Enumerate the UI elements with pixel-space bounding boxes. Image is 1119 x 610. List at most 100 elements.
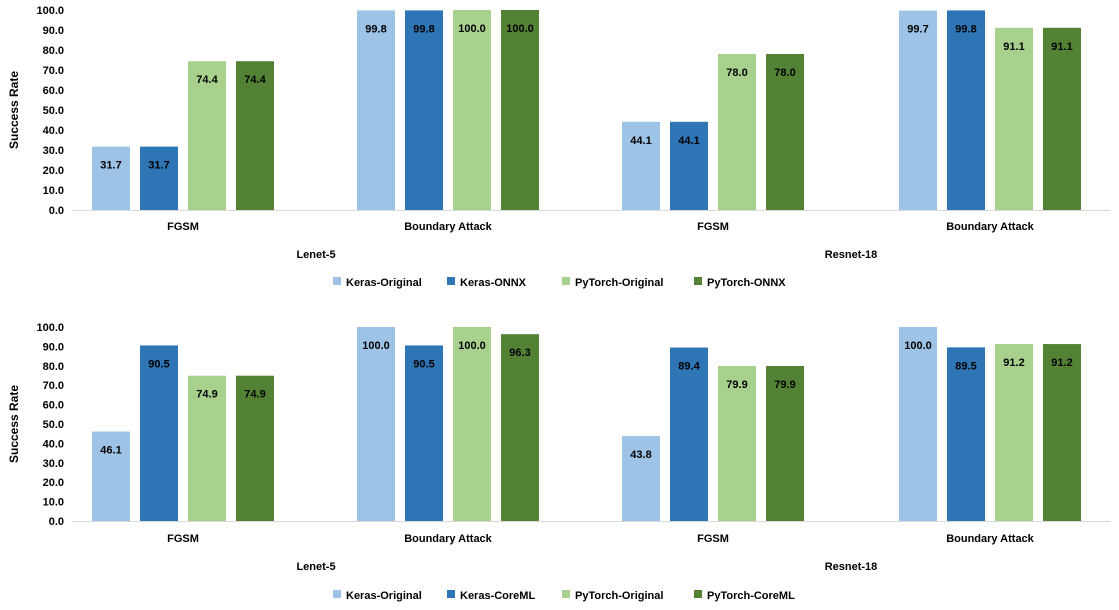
data-label: 99.7	[907, 24, 928, 36]
model-label: Resnet-18	[825, 249, 878, 261]
legend-swatch	[562, 590, 570, 598]
data-label: 99.8	[955, 23, 976, 35]
legend-swatch	[694, 590, 702, 598]
bar	[995, 27, 1033, 210]
model-label: Lenet-5	[296, 561, 335, 573]
y-tick-label: 40.0	[43, 125, 64, 137]
legend-label: PyTorch-Original	[575, 590, 663, 602]
y-tick-label: 40.0	[43, 438, 64, 450]
data-label: 100.0	[458, 340, 486, 352]
legend-swatch	[562, 277, 570, 285]
bar	[947, 347, 985, 521]
bar	[92, 431, 130, 521]
bar	[405, 345, 443, 521]
y-tick-label: 80.0	[43, 45, 64, 57]
y-tick-label: 20.0	[43, 477, 64, 489]
bar	[501, 10, 539, 210]
bar	[140, 146, 178, 210]
bar	[188, 375, 226, 521]
category-label: Boundary Attack	[946, 221, 1034, 233]
data-label: 96.3	[509, 347, 530, 359]
chart-1: 0.0 10.0 20.0 30.0 40.0 50.0 60.0 70.0 80.0 90.0 1…	[7, 5, 1110, 289]
data-label: 99.8	[365, 23, 386, 35]
bar	[622, 436, 660, 521]
y-tick-label: 90.0	[43, 25, 64, 37]
legend-swatch	[694, 277, 702, 285]
data-label: 90.5	[413, 358, 434, 370]
bar	[140, 345, 178, 521]
bar	[236, 375, 274, 521]
y-tick-label: 50.0	[43, 419, 64, 431]
y-tick-label: 70.0	[43, 65, 64, 77]
legend-label: PyTorch-CoreML	[707, 590, 795, 602]
chart-2: 0.0 10.0 20.0 30.0 40.0 50.0 60.0 70.0 80.0 90.0 1…	[7, 322, 1110, 602]
data-label: 91.1	[1003, 41, 1024, 53]
y-tick-label: 0.0	[49, 205, 64, 217]
bar	[405, 10, 443, 211]
y-tick-label: 100.0	[36, 322, 64, 334]
legend-swatch	[333, 590, 341, 598]
model-label: Lenet-5	[296, 249, 335, 261]
data-label: 31.7	[100, 160, 121, 172]
legend: Keras-Original Keras-ONNX PyTorch-Original…	[333, 277, 786, 289]
data-label: 43.8	[630, 449, 651, 461]
y-axis-title: Success Rate	[7, 385, 21, 463]
data-label: 89.5	[955, 360, 976, 372]
data-label: 74.4	[244, 74, 266, 86]
y-tick-label: 10.0	[43, 185, 64, 197]
data-label: 91.2	[1051, 357, 1072, 369]
data-label: 100.0	[458, 23, 486, 35]
data-label: 44.1	[630, 135, 651, 147]
bar	[899, 10, 937, 210]
data-label: 79.9	[774, 379, 795, 391]
legend-swatch	[447, 590, 455, 598]
bar	[899, 327, 937, 521]
bar	[766, 365, 804, 521]
legend-label: PyTorch-Original	[575, 277, 663, 289]
bar	[92, 146, 130, 210]
bar	[670, 121, 708, 210]
bar	[766, 54, 804, 210]
category-label: Boundary Attack	[404, 221, 492, 233]
category-label: Boundary Attack	[404, 533, 492, 545]
data-label: 74.9	[244, 389, 265, 401]
bar	[622, 121, 660, 210]
legend-label: Keras-CoreML	[460, 590, 535, 602]
y-tick-label: 70.0	[43, 380, 64, 392]
legend-label: PyTorch-ONNX	[707, 277, 786, 289]
bar	[453, 327, 491, 521]
data-label: 74.9	[196, 389, 217, 401]
bar	[947, 10, 985, 211]
data-label: 79.9	[726, 379, 747, 391]
data-label: 78.0	[774, 67, 795, 79]
data-label: 100.0	[362, 340, 390, 352]
bar	[718, 365, 756, 521]
y-tick-label: 10.0	[43, 497, 64, 509]
y-tick-label: 30.0	[43, 458, 64, 470]
y-tick-label: 30.0	[43, 145, 64, 157]
data-label: 74.4	[196, 74, 218, 86]
data-label: 91.2	[1003, 357, 1024, 369]
y-tick-label: 90.0	[43, 341, 64, 353]
bar	[670, 347, 708, 521]
legend-label: Keras-Original	[346, 590, 422, 602]
data-label: 31.7	[148, 160, 169, 172]
legend-swatch	[447, 277, 455, 285]
y-tick-label: 80.0	[43, 361, 64, 373]
legend: Keras-Original Keras-CoreML PyTorch-Origin…	[333, 590, 795, 602]
bar	[501, 334, 539, 521]
bar	[1043, 344, 1081, 521]
category-label: FGSM	[697, 221, 729, 233]
bar	[236, 61, 274, 211]
bar	[1043, 27, 1081, 210]
data-label: 100.0	[904, 340, 932, 352]
bar	[995, 344, 1033, 521]
model-label: Resnet-18	[825, 561, 878, 573]
category-label: FGSM	[167, 533, 199, 545]
data-label: 90.5	[148, 358, 169, 370]
data-label: 89.4	[678, 361, 700, 373]
legend-label: Keras-ONNX	[460, 277, 527, 289]
bar	[357, 327, 395, 521]
category-label: Boundary Attack	[946, 533, 1034, 545]
